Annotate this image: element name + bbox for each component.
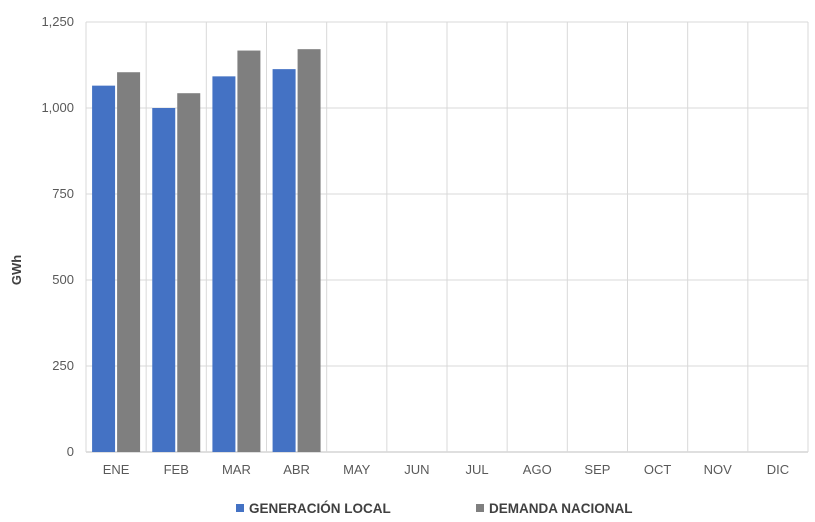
x-tick-label: ENE xyxy=(103,462,130,477)
x-tick-label: OCT xyxy=(644,462,672,477)
bars-group xyxy=(92,49,321,453)
y-tick-label: 500 xyxy=(52,272,74,287)
legend-swatch xyxy=(476,504,484,512)
x-tick-label: SEP xyxy=(584,462,610,477)
legend-label: GENERACIÓN LOCAL xyxy=(249,501,391,516)
x-tick-label: JUN xyxy=(404,462,429,477)
bar-generacion-local-abr xyxy=(272,69,296,453)
x-tick-label: DIC xyxy=(767,462,789,477)
y-tick-label: 250 xyxy=(52,358,74,373)
legend: GENERACIÓN LOCAL DEMANDA NACIONAL xyxy=(236,501,633,516)
grid-lines xyxy=(85,21,809,453)
legend-label: DEMANDA NACIONAL xyxy=(489,501,633,516)
x-tick-label: NOV xyxy=(704,462,733,477)
y-axis-title: GWh xyxy=(9,255,24,285)
x-tick-label: AGO xyxy=(523,462,552,477)
x-axis-ticks: ENE FEB MAR ABR MAY JUN JUL AGO SEP OCT NOV DIC xyxy=(103,462,789,477)
y-axis-ticks: 0 250 500 750 1,000 1,250 xyxy=(41,14,74,459)
legend-swatch xyxy=(236,504,244,512)
x-tick-label: MAR xyxy=(222,462,251,477)
y-tick-label: 750 xyxy=(52,186,74,201)
y-tick-label: 1,250 xyxy=(41,14,74,29)
bar-generacion-local-mar xyxy=(212,76,236,453)
x-tick-label: FEB xyxy=(164,462,189,477)
bar-demanda-nacional-feb xyxy=(177,93,201,452)
bar-demanda-nacional-abr xyxy=(297,49,321,453)
y-tick-label: 0 xyxy=(67,444,74,459)
bar-demanda-nacional-mar xyxy=(237,50,261,452)
x-tick-label: MAY xyxy=(343,462,371,477)
bar-generacion-local-ene xyxy=(92,85,116,452)
x-tick-label: ABR xyxy=(283,462,310,477)
bar-demanda-nacional-ene xyxy=(117,72,141,452)
x-tick-label: JUL xyxy=(466,462,489,477)
bar-generacion-local-feb xyxy=(152,108,176,452)
y-tick-label: 1,000 xyxy=(41,100,74,115)
